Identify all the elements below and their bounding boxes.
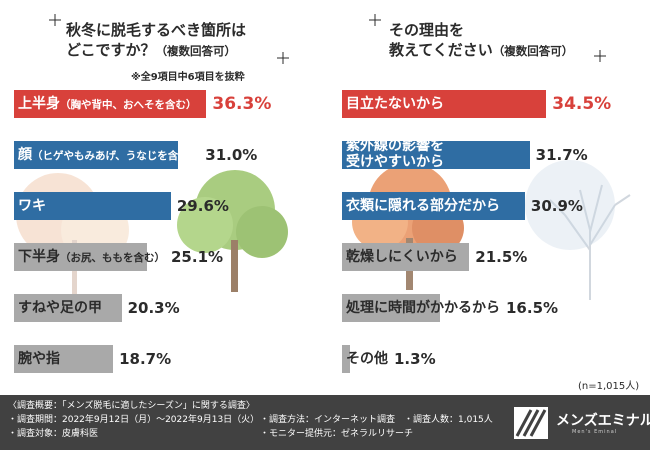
right-value-label-5: 16.5% — [506, 299, 559, 317]
right-value-label-2: 31.7% — [535, 146, 588, 164]
left-value-label-3: 29.6% — [176, 197, 229, 215]
green-tree — [177, 170, 288, 292]
left-bar-label-6: 腕や指 — [18, 345, 60, 373]
left-bar-label-1: 上半身（胸や背中、おへそを含む） — [18, 90, 197, 119]
left-value-label-6: 18.7% — [119, 350, 172, 368]
logo-text: メンズエミナル — [556, 413, 650, 429]
left-bar-label-4: 下半身（お尻、ももを含む） — [18, 243, 165, 272]
right-title-sub: （複数回答可） — [492, 44, 574, 58]
right-bar-label-line1: 紫外線の影響を — [346, 138, 444, 154]
sample-size-note: (n=1,015人) — [578, 381, 640, 392]
snow-tree — [525, 160, 615, 250]
right-bar-label-3: 衣類に隠れる部分だから — [346, 192, 500, 220]
left-bar-3 — [14, 192, 171, 220]
right-bar-5 — [342, 294, 440, 322]
left-bar-label-main: 上半身 — [18, 96, 60, 112]
survey-target: ・調査対象：皮膚科医 — [8, 429, 99, 439]
survey-period: ・調査期間：2022年9月12日（月）〜2022年9月13日（火） — [8, 415, 260, 425]
right-bar-label-main: 乾燥しにくいから — [346, 249, 458, 265]
left-value-label-5: 20.3% — [127, 299, 180, 317]
brand-logo: メンズエミナル Men's Eminal — [514, 407, 650, 439]
left-bar-label-main: 腕や指 — [18, 351, 60, 367]
survey-footer: 〈調査概要：「メンズ脱毛に適したシーズン」に関する調査〉 ・調査期間：2022年… — [0, 395, 650, 450]
left-bar-label-5: すねや足の甲 — [18, 294, 102, 322]
left-bar-label-main: 下半身 — [18, 249, 60, 265]
logo-mark-icon — [514, 407, 548, 439]
right-bar-label-line2: 受けやすいから — [346, 154, 444, 170]
left-bar-1 — [14, 90, 207, 118]
left-title-sub: （複数回答可） — [155, 44, 237, 58]
right-value-label-6: 1.3% — [394, 350, 436, 368]
right-bar-label-main: 目立たないから — [346, 96, 444, 112]
left-bar-label-3: ワキ — [18, 192, 46, 220]
left-bar-6 — [14, 345, 114, 373]
left-bar-label-main: 顔 — [18, 147, 32, 163]
right-title-line1: その理由を — [389, 21, 465, 39]
right-bar-label-main: その他 — [346, 351, 388, 367]
left-bar-4 — [14, 243, 148, 271]
right-value-label-1: 34.5% — [552, 94, 612, 114]
logo-subtext: Men's Eminal — [572, 429, 618, 435]
right-bar-4 — [342, 243, 470, 271]
right-bar-2 — [342, 141, 530, 169]
right-bar-label-1: 目立たないから — [346, 90, 444, 118]
crop-marks — [49, 14, 606, 64]
chart-area: 秋冬に脱毛するべき箇所は どこですか？（複数回答可） ※全9項目中6項目を抜粋 … — [14, 14, 640, 392]
left-bar-label-main: ワキ — [18, 198, 46, 214]
left-bar-label-main: すねや足の甲 — [18, 300, 102, 316]
left-chart-note: ※全9項目中6項目を抜粋 — [131, 72, 245, 83]
right-bar-6 — [342, 345, 350, 373]
survey-count: ・調査人数：1,015人 — [404, 415, 493, 425]
survey-overview: 〈調査概要：「メンズ脱毛に適したシーズン」に関する調査〉 — [8, 401, 255, 411]
left-bar-label-2: 顔（ヒゲやもみあげ、うなじを含む） — [18, 141, 199, 170]
left-title-line2: どこですか？ — [66, 41, 156, 59]
left-value-label-2: 31.0% — [205, 146, 258, 164]
right-bar-label-6: その他 — [346, 345, 388, 373]
left-title-line1: 秋冬に脱毛するべき箇所は — [66, 21, 247, 39]
right-bar-label-2: 紫外線の影響を 受けやすいから — [346, 138, 444, 170]
survey-method: ・調査方法：インターネット調査 — [260, 415, 396, 425]
left-value-label-1: 36.3% — [212, 94, 272, 114]
right-bar-1 — [342, 90, 547, 118]
left-value-label-4: 25.1% — [171, 248, 224, 266]
right-bar-label-main: 衣類に隠れる部分だから — [346, 198, 500, 214]
right-bar-3 — [342, 192, 525, 220]
survey-provider: ・モニター提供元：ゼネラルリサーチ — [260, 429, 414, 439]
right-chart-title: その理由を 教えてください（複数回答可） — [389, 20, 573, 61]
bare-tree — [549, 184, 631, 300]
right-bar-label-4: 乾燥しにくいから — [346, 243, 458, 271]
right-bar-label-main: 処理に時間がかかるから — [346, 300, 500, 316]
left-bar-label-paren: （胸や背中、おへそを含む） — [60, 99, 197, 111]
right-value-label-4: 21.5% — [475, 248, 528, 266]
right-title-line2: 教えてください — [389, 41, 493, 59]
left-bar-label-paren: （ヒゲやもみあげ、うなじを含む） — [32, 150, 200, 162]
left-bar-5 — [14, 294, 122, 322]
right-value-label-3: 30.9% — [530, 197, 583, 215]
left-chart-title: 秋冬に脱毛するべき箇所は どこですか？（複数回答可） — [66, 20, 246, 61]
left-bar-label-paren: （お尻、ももを含む） — [60, 252, 165, 264]
left-bar-2 — [14, 141, 179, 169]
right-bar-label-5: 処理に時間がかかるから — [346, 294, 500, 322]
